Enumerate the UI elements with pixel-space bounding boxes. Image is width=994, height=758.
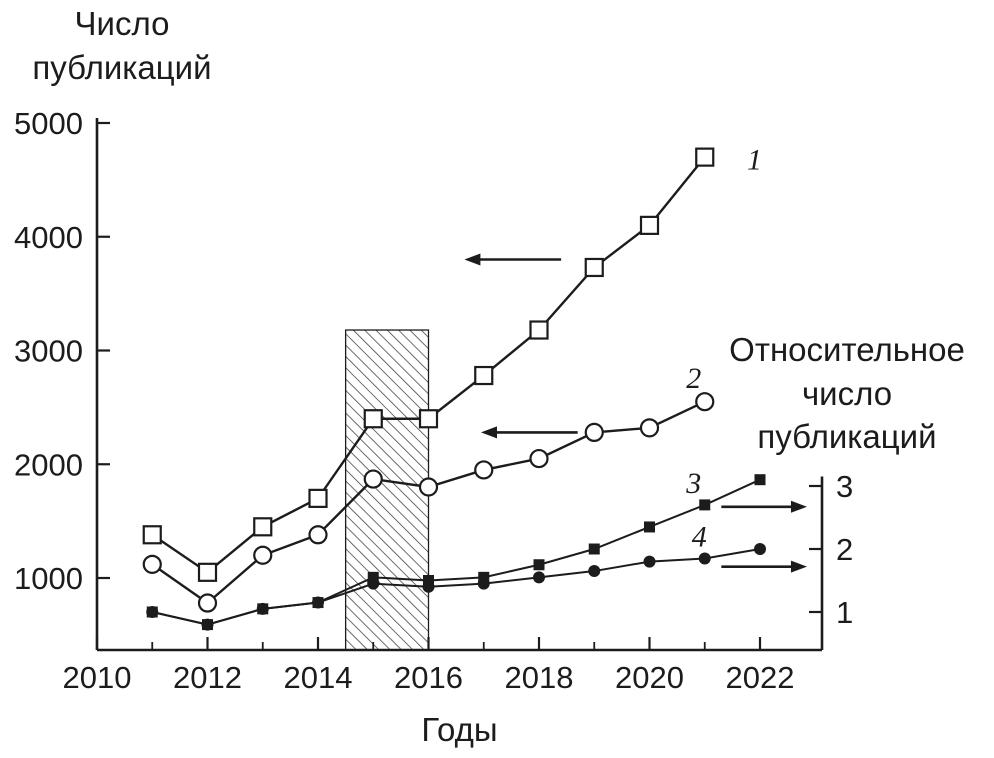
- curve-label-3: 3: [685, 467, 701, 500]
- axis-reference-arrowhead-left: [464, 253, 481, 266]
- series-2-marker: [529, 448, 549, 469]
- series-2-marker: [197, 593, 218, 613]
- highlight-band: [344, 329, 430, 651]
- series-2-marker: [142, 554, 162, 574]
- series-1-marker: [474, 365, 494, 386]
- series-3-marker: [644, 521, 655, 533]
- axis-reference-arrowhead-right: [790, 560, 807, 573]
- series-3-marker: [478, 571, 490, 583]
- series-3-line: [152, 478, 761, 626]
- annotations-layer: 1 2 3 4: [464, 143, 807, 573]
- series-3-marker: [423, 575, 434, 586]
- series-2-marker: [418, 477, 439, 497]
- series-4-marker: [312, 596, 324, 609]
- series-4-line: [152, 548, 761, 626]
- curve-label-1: 1: [747, 143, 762, 176]
- series-4-marker: [698, 552, 711, 565]
- series-4-marker: [201, 618, 214, 631]
- series-2-marker: [363, 469, 383, 489]
- y-axis-left-tick-label: 3000: [14, 334, 83, 369]
- y-axis-right-tick-label: 2: [836, 532, 853, 567]
- axes-layer: 1000 2000 3000 4000 5000 2010 2012 2014 2016 2018…: [14, 106, 853, 695]
- x-axis-tick-label: 2016: [394, 660, 463, 695]
- series-2-marker: [639, 418, 660, 438]
- x-axis-tick-label: 2014: [284, 660, 353, 695]
- series-1-marker: [308, 488, 328, 508]
- series-2-marker: [308, 525, 328, 545]
- highlight-band-layer: [344, 329, 430, 651]
- series-4-marker: [422, 580, 435, 593]
- y-axis-right-tick-label: 1: [836, 595, 853, 630]
- y-axis-left-tick-label: 2000: [14, 447, 83, 482]
- series-1-marker: [142, 525, 162, 545]
- series-3-marker: [533, 559, 545, 571]
- x-axis-tick-label: 2018: [505, 660, 574, 695]
- series-4-marker: [477, 577, 490, 590]
- series-2-marker: [253, 545, 273, 565]
- series-2-marker: [474, 460, 494, 480]
- y-axis-left-tick-label: 4000: [14, 220, 83, 255]
- series-layer: [142, 147, 766, 631]
- series-2-marker: [695, 392, 715, 412]
- axis-reference-arrowhead-left: [480, 426, 497, 439]
- series-4-marker: [146, 606, 159, 618]
- series-1-marker: [197, 562, 218, 582]
- left-axis-title: Число публикаций: [32, 5, 212, 86]
- axis-reference-arrowhead-right: [790, 500, 807, 513]
- series-3-marker: [367, 571, 379, 583]
- x-axis-tick-label: 2010: [63, 660, 132, 695]
- series-4-marker: [367, 577, 380, 590]
- series-3-marker: [699, 499, 711, 511]
- series-1-marker: [253, 517, 273, 537]
- y-axis-left-tick-label: 1000: [14, 561, 83, 596]
- series-1-marker: [363, 409, 383, 429]
- x-axis-tick-label: 2020: [615, 660, 684, 695]
- series-1-marker: [529, 320, 549, 340]
- series-3-marker: [754, 474, 766, 486]
- series-4-marker: [533, 571, 545, 584]
- series-1-marker: [584, 257, 604, 278]
- curve-label-4: 4: [692, 520, 707, 553]
- y-axis-right-tick-label: 3: [836, 469, 853, 504]
- series-1-marker: [418, 409, 439, 429]
- series-1-marker: [639, 215, 660, 235]
- y-axis-left-tick-label: 5000: [14, 106, 83, 141]
- series-2-marker: [584, 422, 604, 442]
- series-4-marker: [754, 543, 766, 555]
- x-axis-title: Годы: [421, 711, 498, 748]
- series-3-marker: [588, 543, 600, 555]
- series-4-marker: [643, 555, 656, 568]
- series-4-marker: [588, 565, 601, 578]
- right-axis-title: Относительное число публикаций: [729, 331, 965, 456]
- x-axis-tick-label: 2012: [173, 660, 242, 695]
- curve-label-2: 2: [686, 362, 701, 395]
- series-4-marker: [256, 602, 269, 615]
- series-1-marker: [695, 147, 715, 167]
- x-axis-tick-label: 2022: [726, 660, 795, 695]
